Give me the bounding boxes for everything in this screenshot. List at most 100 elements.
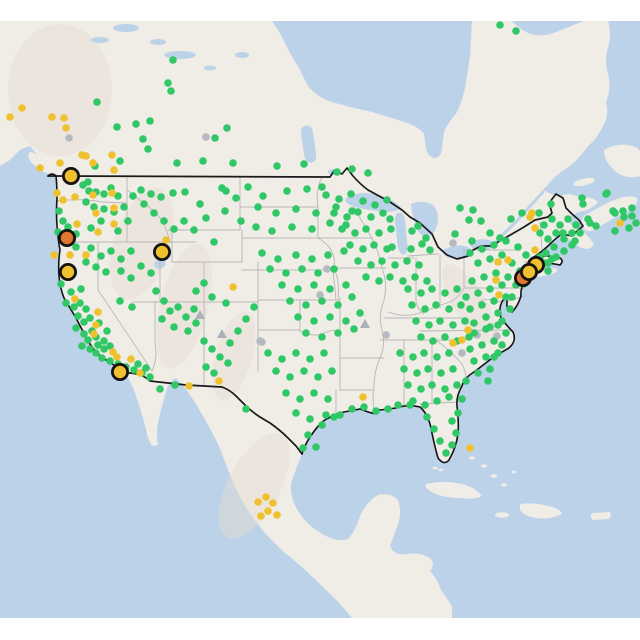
- station-marker-good[interactable]: [250, 303, 258, 311]
- station-marker-good[interactable]: [620, 213, 628, 221]
- station-marker-moderate[interactable]: [162, 236, 170, 244]
- station-marker-moderate[interactable]: [89, 191, 97, 199]
- station-marker-good[interactable]: [564, 215, 572, 223]
- station-marker-good[interactable]: [386, 273, 394, 281]
- station-marker-good[interactable]: [216, 353, 224, 361]
- station-marker-good[interactable]: [199, 157, 207, 165]
- station-marker-good[interactable]: [484, 377, 492, 385]
- station-marker-good[interactable]: [625, 224, 633, 232]
- station-marker-good[interactable]: [478, 341, 486, 349]
- station-marker-good[interactable]: [383, 196, 391, 204]
- station-marker-good[interactable]: [59, 217, 67, 225]
- station-marker-good[interactable]: [264, 349, 272, 357]
- station-marker-nodata[interactable]: [458, 349, 466, 357]
- station-marker-good[interactable]: [278, 281, 286, 289]
- station-marker-good[interactable]: [299, 444, 307, 452]
- station-marker-good[interactable]: [572, 221, 580, 229]
- station-marker-moderate[interactable]: [53, 189, 61, 197]
- station-marker-good[interactable]: [548, 215, 556, 223]
- station-marker-good[interactable]: [547, 200, 555, 208]
- station-marker-good[interactable]: [441, 289, 449, 297]
- station-marker-good[interactable]: [424, 365, 432, 373]
- station-marker-good[interactable]: [552, 253, 560, 261]
- station-marker-moderate[interactable]: [269, 499, 277, 507]
- station-marker-good[interactable]: [127, 274, 135, 282]
- station-marker-good[interactable]: [130, 366, 138, 374]
- station-marker-good[interactable]: [486, 285, 494, 293]
- station-marker-nodata[interactable]: [316, 291, 324, 299]
- station-marker-good[interactable]: [384, 405, 392, 413]
- station-marker-good[interactable]: [232, 194, 240, 202]
- station-marker-good[interactable]: [550, 243, 558, 251]
- station-marker-good[interactable]: [318, 333, 326, 341]
- station-marker-good[interactable]: [82, 305, 90, 313]
- station-marker-good[interactable]: [86, 345, 94, 353]
- station-marker-good[interactable]: [404, 381, 412, 389]
- station-marker-moderate[interactable]: [108, 151, 116, 159]
- station-marker-moderate[interactable]: [185, 382, 193, 390]
- station-marker-good[interactable]: [420, 349, 428, 357]
- station-marker-good[interactable]: [568, 229, 576, 237]
- station-marker-moderate[interactable]: [50, 251, 58, 259]
- station-marker-good[interactable]: [171, 381, 179, 389]
- station-marker-good[interactable]: [190, 226, 198, 234]
- station-marker-good[interactable]: [100, 190, 108, 198]
- station-marker-good[interactable]: [400, 365, 408, 373]
- station-marker-good[interactable]: [386, 215, 394, 223]
- station-marker-good[interactable]: [540, 221, 548, 229]
- station-marker-good[interactable]: [486, 365, 494, 373]
- station-marker-good[interactable]: [375, 229, 383, 237]
- station-marker-good[interactable]: [222, 187, 230, 195]
- station-marker-good[interactable]: [258, 249, 266, 257]
- station-marker-good[interactable]: [348, 293, 356, 301]
- station-marker-moderate[interactable]: [531, 224, 539, 232]
- station-marker-good[interactable]: [167, 87, 175, 95]
- station-marker-good[interactable]: [452, 429, 460, 437]
- station-marker-good[interactable]: [486, 323, 494, 331]
- station-marker-good[interactable]: [190, 305, 198, 313]
- station-marker-good[interactable]: [78, 342, 86, 350]
- station-marker-good[interactable]: [170, 323, 178, 331]
- station-marker-moderate[interactable]: [18, 104, 26, 112]
- station-marker-good[interactable]: [107, 247, 115, 255]
- station-marker-moderate[interactable]: [492, 276, 500, 284]
- station-marker-good[interactable]: [174, 303, 182, 311]
- station-marker-good[interactable]: [437, 369, 445, 377]
- station-marker-good[interactable]: [334, 329, 342, 337]
- station-marker-good[interactable]: [559, 229, 567, 237]
- station-marker-good[interactable]: [518, 209, 526, 217]
- station-marker-good[interactable]: [442, 449, 450, 457]
- station-marker-moderate[interactable]: [66, 251, 74, 259]
- markers-layer[interactable]: [6, 21, 640, 520]
- station-marker-good[interactable]: [272, 209, 280, 217]
- station-marker-good[interactable]: [273, 162, 281, 170]
- station-marker-good[interactable]: [496, 21, 504, 29]
- station-marker-good[interactable]: [294, 285, 302, 293]
- station-marker-good[interactable]: [286, 373, 294, 381]
- station-marker-good[interactable]: [322, 411, 330, 419]
- station-marker-good[interactable]: [367, 261, 375, 269]
- station-marker-good[interactable]: [64, 223, 72, 231]
- station-marker-good[interactable]: [498, 281, 506, 289]
- station-marker-good[interactable]: [347, 190, 355, 198]
- station-marker-moderate[interactable]: [36, 164, 44, 172]
- station-marker-good[interactable]: [336, 411, 344, 419]
- station-marker-good[interactable]: [340, 247, 348, 255]
- station-marker-moderate[interactable]: [257, 512, 265, 520]
- station-marker-good[interactable]: [354, 208, 362, 216]
- station-marker-good[interactable]: [326, 313, 334, 321]
- station-marker-good[interactable]: [211, 134, 219, 142]
- station-marker-good[interactable]: [234, 327, 242, 335]
- station-marker-good[interactable]: [170, 225, 178, 233]
- station-marker-good[interactable]: [292, 409, 300, 417]
- station-marker-nodata[interactable]: [382, 331, 390, 339]
- station-marker-good[interactable]: [462, 377, 470, 385]
- station-marker-good[interactable]: [477, 217, 485, 225]
- station-marker-good[interactable]: [160, 297, 168, 305]
- station-marker-good[interactable]: [426, 246, 434, 254]
- station-marker-good[interactable]: [116, 157, 124, 165]
- station-marker-good[interactable]: [490, 297, 498, 305]
- station-marker-good[interactable]: [432, 301, 440, 309]
- station-marker-good[interactable]: [391, 261, 399, 269]
- station-marker-good[interactable]: [97, 217, 105, 225]
